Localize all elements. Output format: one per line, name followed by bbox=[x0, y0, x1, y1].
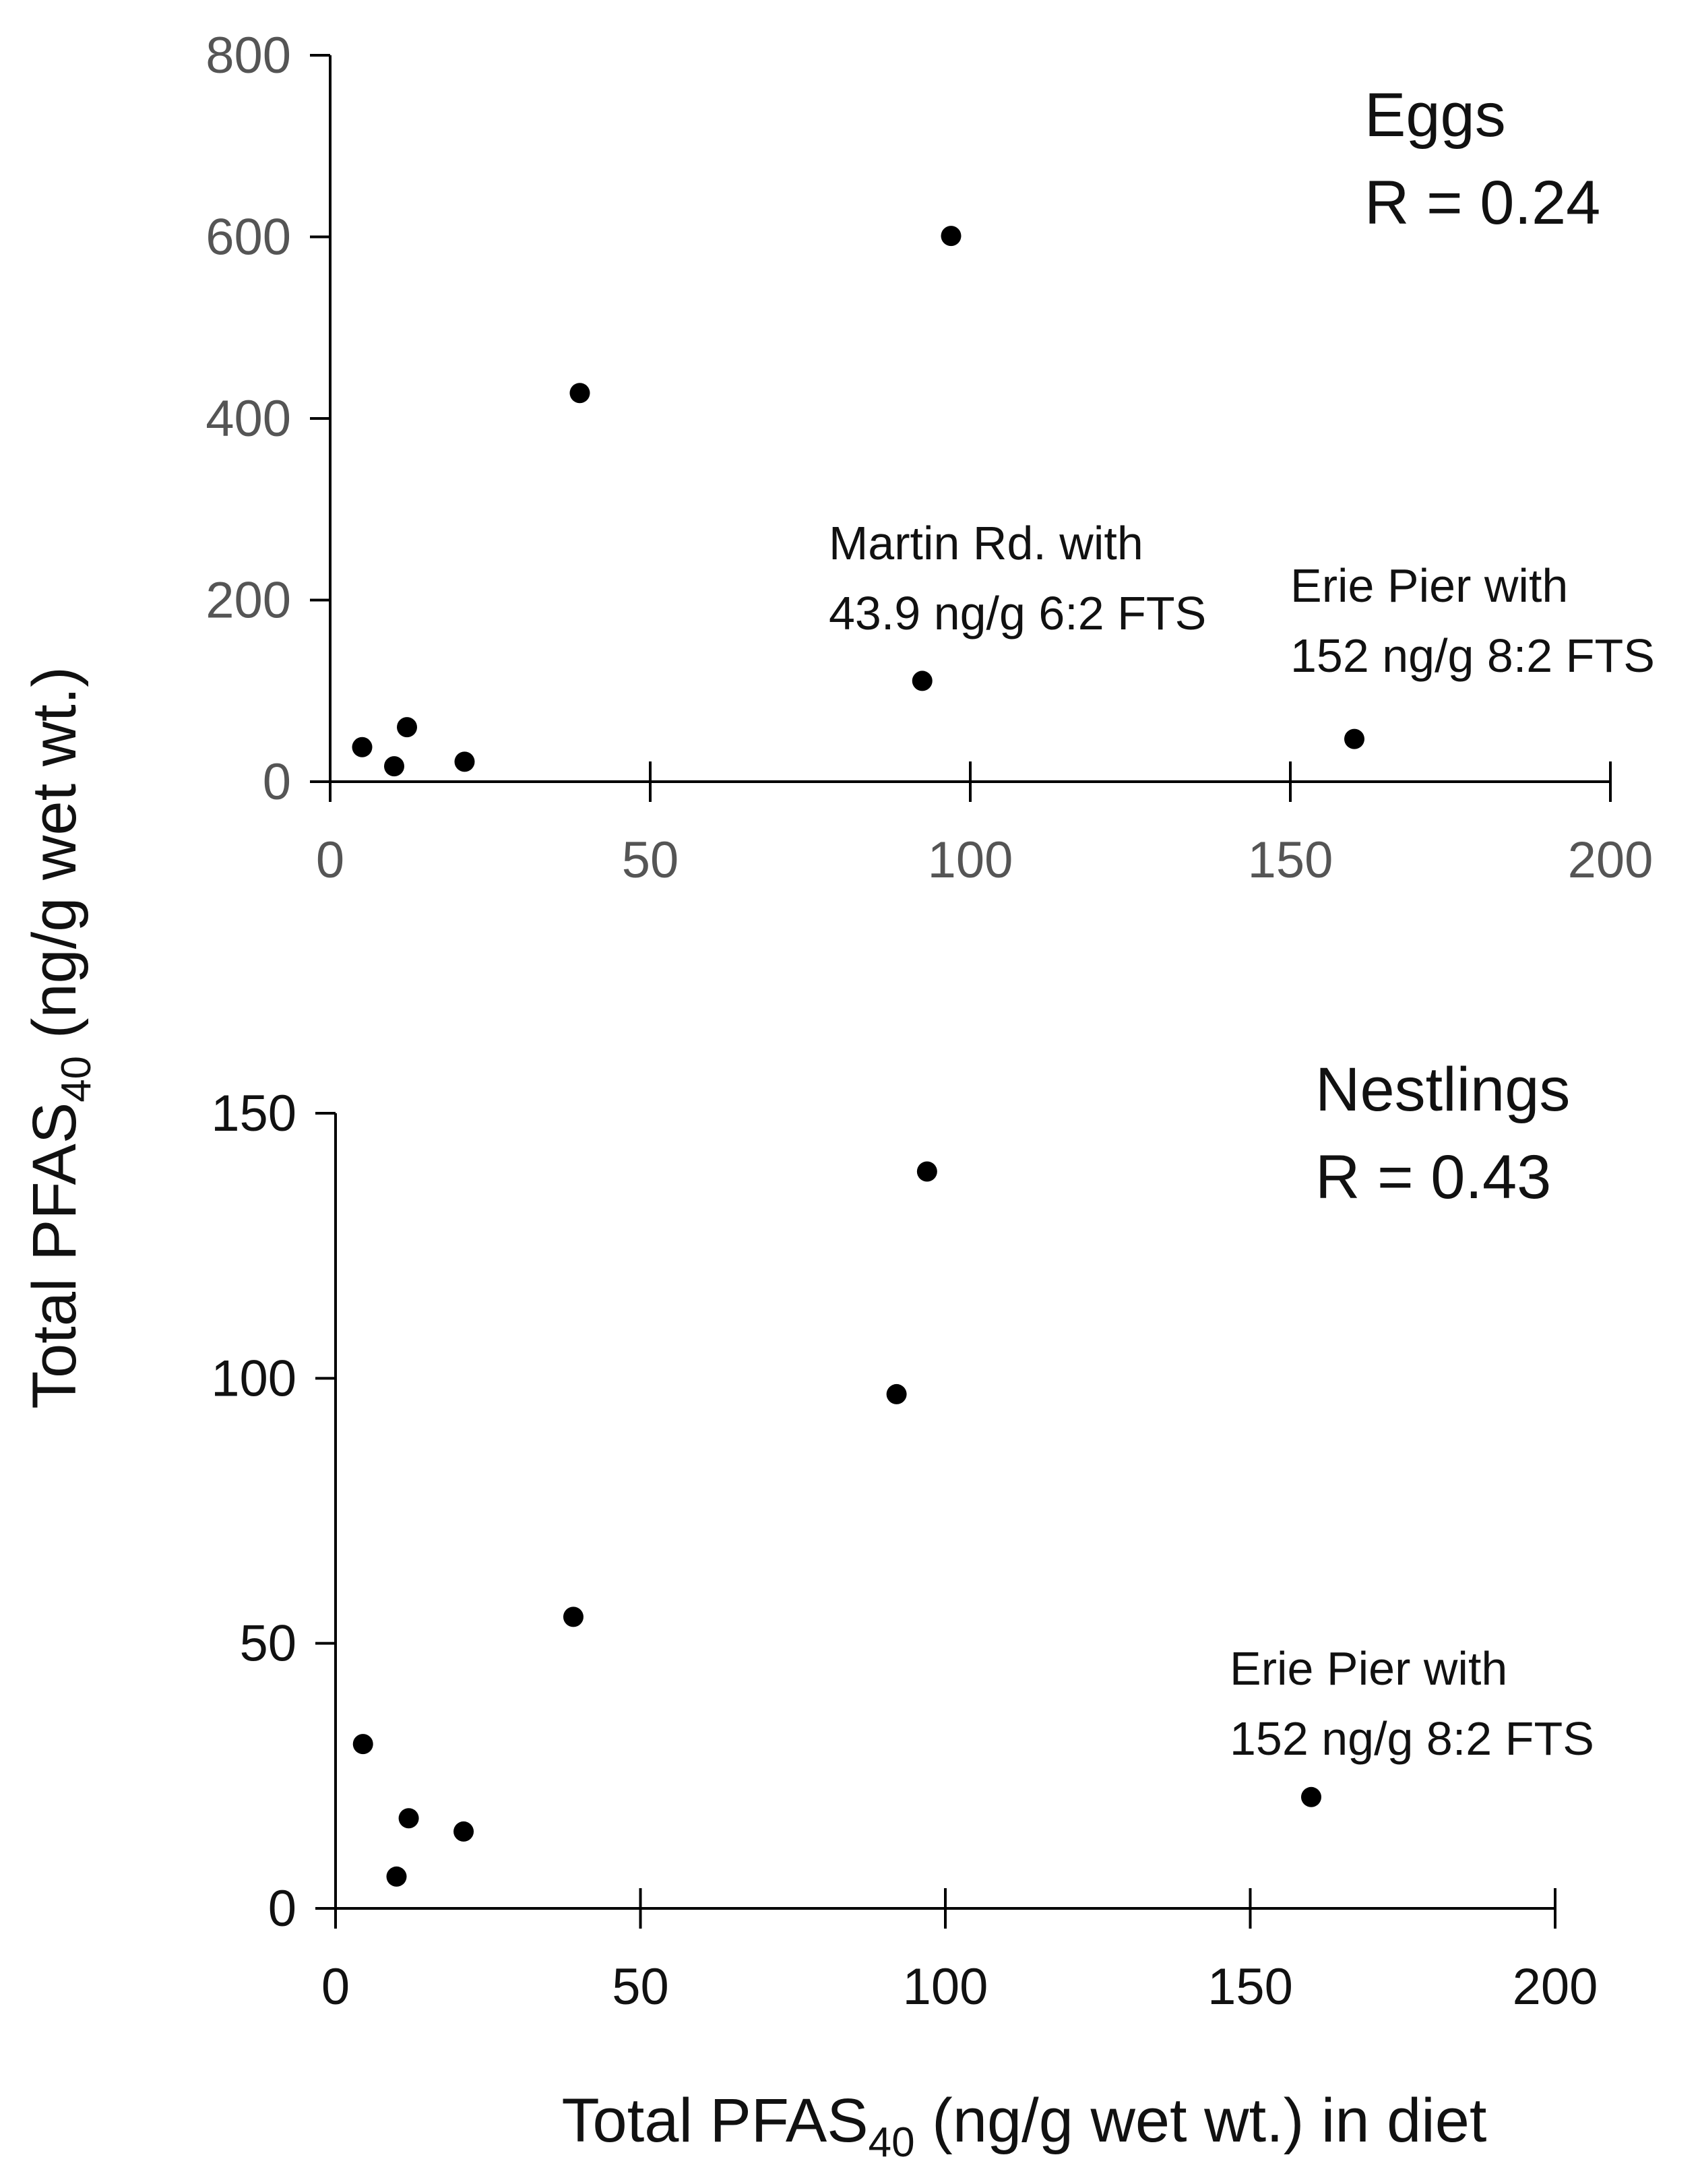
annotation-line: 152 ng/g 8:2 FTS bbox=[1290, 629, 1655, 682]
data-point bbox=[386, 1866, 407, 1887]
y-axis-title-subscript: 40 bbox=[53, 1056, 100, 1102]
y-axis-title: Total PFAS40 (ng/g wet wt.) bbox=[20, 666, 100, 1409]
x-tick-label: 100 bbox=[928, 832, 1013, 889]
y-tick-label: 150 bbox=[211, 1085, 296, 1142]
data-point bbox=[352, 1734, 373, 1755]
y-axis-title-rest: (ng/g wet wt.) bbox=[20, 666, 89, 1056]
data-point bbox=[398, 1808, 419, 1829]
annotation-line: Erie Pier with bbox=[1290, 559, 1568, 612]
data-point bbox=[912, 670, 933, 691]
eggs-points bbox=[352, 226, 1364, 777]
data-point bbox=[886, 1383, 907, 1404]
y-tick-label: 0 bbox=[268, 1880, 296, 1937]
nestlings-points bbox=[352, 1161, 1321, 1887]
nestlings-panel: 0 50 100 150 0 50 100 150 200 Erie Pier with 152… bbox=[211, 1055, 1598, 2016]
x-tick-label: 0 bbox=[316, 832, 344, 889]
eggs-x-ticks: 0 50 100 150 200 bbox=[316, 761, 1654, 889]
data-point bbox=[941, 226, 962, 247]
data-point bbox=[916, 1161, 937, 1182]
nestlings-x-ticks: 0 50 100 150 200 bbox=[321, 1888, 1598, 2016]
x-axis-title: Total PFAS40 (ng/g wet wt.) in diet bbox=[562, 2086, 1487, 2166]
x-tick-label: 200 bbox=[1568, 832, 1654, 889]
nestlings-annotations: Erie Pier with 152 ng/g 8:2 FTS bbox=[1230, 1642, 1594, 1765]
x-tick-label: 50 bbox=[612, 1958, 669, 2016]
x-axis-title-rest: (ng/g wet wt.) in diet bbox=[915, 2086, 1487, 2155]
data-point bbox=[397, 717, 417, 738]
y-tick-label: 800 bbox=[206, 27, 291, 84]
x-tick-label: 50 bbox=[622, 832, 679, 889]
data-point bbox=[453, 1821, 474, 1842]
data-point bbox=[1301, 1786, 1321, 1807]
data-point bbox=[454, 751, 475, 772]
y-tick-label: 100 bbox=[211, 1350, 296, 1407]
point-annotation: Erie Pier with 152 ng/g 8:2 FTS bbox=[1230, 1642, 1594, 1765]
data-point bbox=[569, 383, 590, 404]
y-tick-label: 0 bbox=[263, 753, 291, 811]
y-tick-label: 400 bbox=[206, 390, 291, 447]
nestlings-title: Nestlings bbox=[1315, 1055, 1570, 1124]
x-axis-title-main: Total PFAS bbox=[562, 2086, 869, 2155]
eggs-annotations: Martin Rd. with 43.9 ng/g 6:2 FTS Erie Pie… bbox=[829, 517, 1655, 682]
annotation-line: Erie Pier with bbox=[1230, 1642, 1507, 1695]
annotation-line: 152 ng/g 8:2 FTS bbox=[1230, 1712, 1594, 1765]
nestlings-y-ticks: 0 50 100 150 bbox=[211, 1085, 336, 1937]
eggs-title: Eggs bbox=[1364, 81, 1506, 150]
y-tick-label: 200 bbox=[206, 572, 291, 629]
y-tick-label: 50 bbox=[239, 1615, 296, 1673]
y-axis-title-main: Total PFAS bbox=[20, 1102, 89, 1409]
eggs-y-ticks: 0 200 400 600 800 bbox=[206, 27, 330, 811]
x-tick-label: 100 bbox=[903, 1958, 988, 2016]
data-point bbox=[1344, 728, 1364, 749]
point-annotation: Erie Pier with 152 ng/g 8:2 FTS bbox=[1290, 559, 1655, 682]
annotation-line: 43.9 ng/g 6:2 FTS bbox=[829, 587, 1206, 639]
x-tick-label: 150 bbox=[1207, 1958, 1293, 2016]
eggs-r-value: R = 0.24 bbox=[1364, 168, 1600, 237]
x-tick-label: 150 bbox=[1248, 832, 1333, 889]
nestlings-r-value: R = 0.43 bbox=[1315, 1143, 1551, 1212]
y-tick-label: 600 bbox=[206, 209, 291, 266]
x-axis-title-subscript: 40 bbox=[869, 2119, 915, 2166]
data-point bbox=[384, 756, 404, 777]
data-point bbox=[352, 737, 373, 757]
annotation-line: Martin Rd. with bbox=[829, 517, 1143, 569]
x-tick-label: 0 bbox=[321, 1958, 350, 2016]
x-tick-label: 200 bbox=[1513, 1958, 1598, 2016]
point-annotation: Martin Rd. with 43.9 ng/g 6:2 FTS bbox=[829, 517, 1206, 639]
eggs-panel: 0 200 400 600 800 0 50 100 150 200 Martin Rd. wi… bbox=[206, 27, 1655, 889]
data-point bbox=[563, 1606, 584, 1627]
